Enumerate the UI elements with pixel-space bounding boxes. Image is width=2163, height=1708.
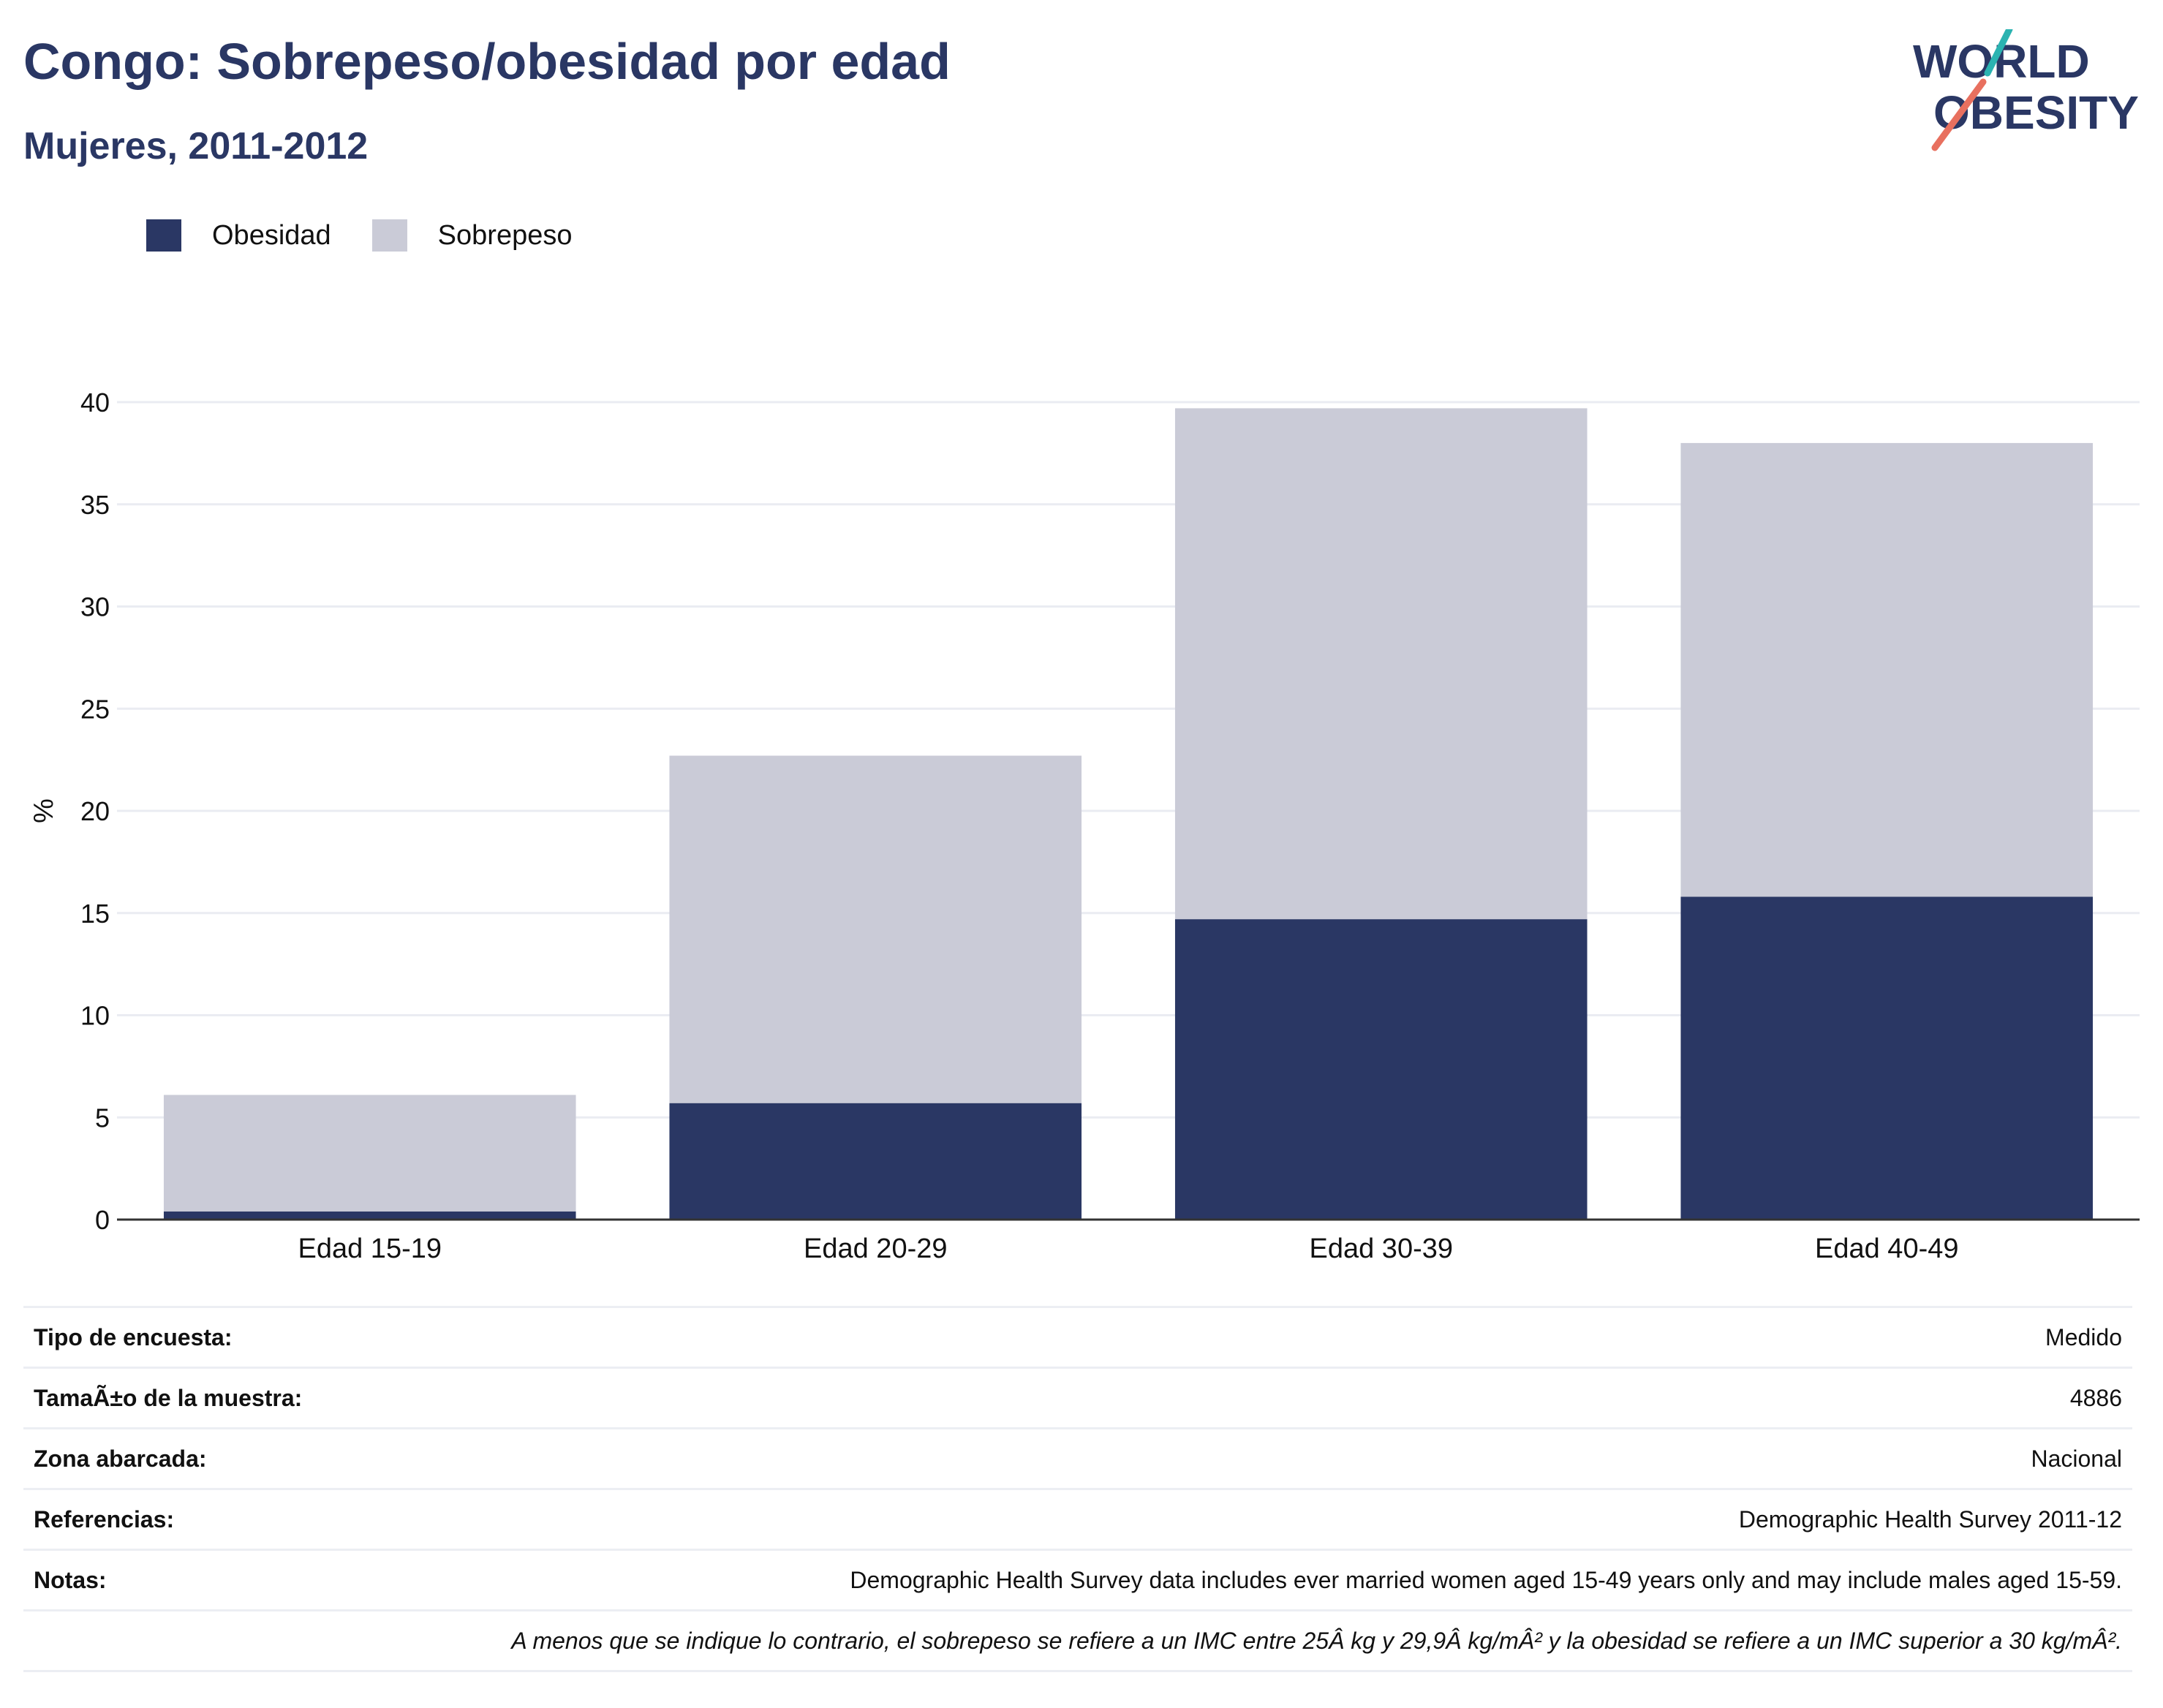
- bar-obesidad-1: [163, 1211, 576, 1220]
- info-label: Referencias:: [23, 1488, 409, 1550]
- bar-sobrepeso-4: [1680, 442, 2094, 897]
- info-label: Tipo de encuesta:: [23, 1306, 409, 1368]
- info-value: Medido: [409, 1306, 2132, 1368]
- bmi-footnote: A menos que se indique lo contrario, el …: [23, 1609, 2132, 1672]
- info-row-coverage: Zona abarcada: Nacional: [23, 1427, 2132, 1489]
- y-tick-label: 20: [80, 796, 110, 826]
- bar-obesidad-4: [1680, 896, 2094, 1220]
- stacked-bar-chart: 0 5 10 15 20 25 30 35 40% Edad 15-19 Edad 20-29 Eda…: [29, 388, 2140, 1264]
- legend-swatch-obesidad: [146, 219, 181, 252]
- world-obesity-logo: WORLD OBESITY: [1913, 29, 2139, 151]
- legend-item-sobrepeso[interactable]: Sobrepeso: [371, 219, 573, 252]
- legend-label-sobrepeso: Sobrepeso: [437, 219, 573, 251]
- info-value: Demographic Health Survey 2011-12: [409, 1488, 2132, 1550]
- y-tick-label: 0: [95, 1205, 110, 1235]
- y-axis-label: %: [29, 798, 59, 823]
- page-subtitle: Mujeres, 2011-2012: [23, 125, 369, 167]
- info-row-footnote: A menos que se indique lo contrario, el …: [23, 1609, 2132, 1672]
- info-label: Notas:: [23, 1549, 409, 1611]
- y-tick-label: 40: [80, 388, 110, 417]
- info-label: Zona abarcada:: [23, 1427, 409, 1489]
- page-title: Congo: Sobrepeso/obesidad por edad: [23, 33, 951, 90]
- info-row-notes: Notas: Demographic Health Survey data in…: [23, 1549, 2132, 1611]
- y-tick-label: 35: [80, 490, 110, 520]
- y-tick-label: 5: [95, 1103, 110, 1133]
- logo-slash-teal: [1984, 29, 2013, 77]
- x-tick-label: Edad 20-29: [804, 1233, 948, 1264]
- info-row-survey-type: Tipo de encuesta: Medido: [23, 1306, 2132, 1368]
- legend-label-obesidad: Obesidad: [212, 219, 331, 251]
- chart-legend: Obesidad Sobrepeso: [146, 219, 613, 252]
- y-tick-label: 10: [80, 1001, 110, 1031]
- legend-item-obesidad[interactable]: Obesidad: [146, 219, 331, 252]
- bar-obesidad-3: [1174, 919, 1588, 1220]
- bar-sobrepeso-2: [669, 755, 1082, 1103]
- survey-info-table: Tipo de encuesta: Medido TamaÃ±o de la m…: [23, 1306, 2132, 1672]
- x-tick-label: Edad 15-19: [298, 1233, 442, 1264]
- info-value: 4886: [409, 1367, 2132, 1429]
- x-tick-label: Edad 30-39: [1310, 1233, 1454, 1264]
- info-row-sample-size: TamaÃ±o de la muestra: 4886: [23, 1367, 2132, 1429]
- logo-slash-coral: [1931, 78, 1987, 151]
- bar-sobrepeso-3: [1174, 408, 1588, 920]
- info-value: Demographic Health Survey data includes …: [409, 1549, 2132, 1611]
- y-tick-label: 15: [80, 899, 110, 929]
- y-tick-label: 30: [80, 592, 110, 622]
- info-value: Nacional: [409, 1427, 2132, 1489]
- y-tick-label: 25: [80, 694, 110, 724]
- info-row-references: Referencias: Demographic Health Survey 2…: [23, 1488, 2132, 1550]
- logo-line2: OBESITY: [1933, 86, 2139, 139]
- bar-sobrepeso-1: [163, 1095, 576, 1212]
- bar-obesidad-2: [669, 1103, 1082, 1220]
- legend-swatch-sobrepeso: [371, 219, 407, 252]
- x-tick-label: Edad 40-49: [1815, 1233, 1959, 1264]
- info-label: TamaÃ±o de la muestra:: [23, 1367, 409, 1429]
